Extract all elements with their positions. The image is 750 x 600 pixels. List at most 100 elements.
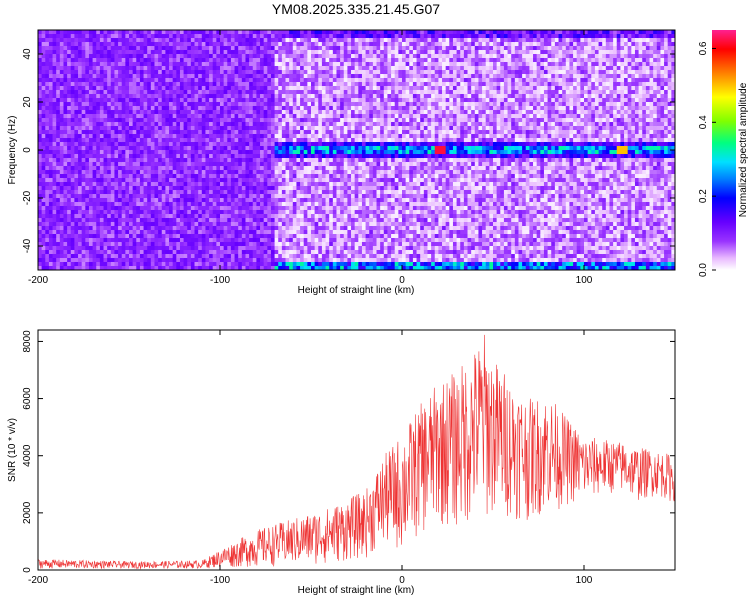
spectrogram-cell	[285, 46, 290, 51]
spectrogram-cell	[176, 46, 181, 51]
spectrogram-cell	[249, 106, 254, 111]
spectrogram-cell	[303, 182, 308, 187]
spectrogram-cell	[96, 170, 101, 175]
spectrogram-cell	[45, 250, 50, 255]
spectrogram-cell	[85, 246, 90, 251]
spectrogram-cell	[278, 178, 283, 183]
spectrogram-cell	[121, 106, 126, 111]
spectrogram-cell	[161, 82, 166, 87]
spectrogram-cell	[172, 146, 177, 151]
spectrogram-cell	[154, 134, 159, 139]
spectrogram-cell	[267, 210, 272, 215]
spectrogram-cell	[260, 226, 265, 231]
spectrogram-cell	[187, 198, 192, 203]
spectrogram-cell	[48, 262, 53, 267]
spectrogram-cell	[63, 194, 68, 199]
spectrogram-cell	[260, 266, 265, 271]
spectrogram-cell	[274, 58, 279, 63]
spectrogram-cell	[165, 102, 170, 107]
spectrogram-cell	[172, 70, 177, 75]
spectrogram-cell	[110, 118, 115, 123]
spectrogram-cell	[252, 266, 257, 271]
spectrogram-cell	[48, 242, 53, 247]
spectrogram-cell	[292, 146, 297, 151]
spectrogram-cell	[114, 170, 119, 175]
spectrogram-cell	[311, 166, 316, 171]
spectrogram-cell	[300, 266, 305, 271]
spectrogram-cell	[256, 142, 261, 147]
spectrogram-cell	[292, 242, 297, 247]
spectrogram-cell	[176, 170, 181, 175]
spectrogram-cell	[121, 154, 126, 159]
spectrogram-cell	[176, 174, 181, 179]
spectrogram-cell	[307, 182, 312, 187]
spectrogram-cell	[205, 182, 210, 187]
spectrogram-cell	[169, 226, 174, 231]
spectrogram-cell	[260, 254, 265, 259]
spectrogram-cell	[274, 82, 279, 87]
spectrogram-cell	[274, 242, 279, 247]
spectrogram-cell	[300, 194, 305, 199]
spectrogram-cell	[121, 214, 126, 219]
spectrogram-cell	[194, 118, 199, 123]
spectrogram-cell	[41, 146, 46, 151]
spectrogram-cell	[59, 94, 64, 99]
spectrogram-cell	[332, 106, 337, 111]
spectrogram-cell	[165, 46, 170, 51]
spectrogram-cell	[198, 58, 203, 63]
spectrogram-cell	[41, 54, 46, 59]
spectrogram-cell	[190, 242, 195, 247]
spectrogram-cell	[260, 246, 265, 251]
spectrogram-cell	[139, 222, 144, 227]
spectrogram-cell	[303, 210, 308, 215]
spectrogram-cell	[205, 254, 210, 259]
spectrogram-cell	[252, 42, 257, 47]
spectrogram-cell	[70, 42, 75, 47]
spectrogram-cell	[70, 166, 75, 171]
spectrogram-cell	[241, 250, 246, 255]
spectrogram-cell	[325, 154, 330, 159]
spectrogram-cell	[249, 134, 254, 139]
spectrogram-cell	[99, 266, 104, 271]
spectrogram-cell	[314, 218, 319, 223]
spectrogram-cell	[150, 198, 155, 203]
spectrogram-cell	[256, 130, 261, 135]
spectrogram-cell	[238, 110, 243, 115]
spectrogram-cell	[190, 106, 195, 111]
spectrogram-cell	[300, 54, 305, 59]
spectrogram-cell	[56, 234, 61, 239]
spectrogram-cell	[205, 138, 210, 143]
spectrogram-cell	[216, 186, 221, 191]
spectrogram-cell	[303, 122, 308, 127]
spectrogram-cell	[147, 234, 152, 239]
spectrogram-cell	[56, 34, 61, 39]
spectrogram-cell	[38, 246, 43, 251]
spectrogram-cell	[307, 194, 312, 199]
spectrogram-cell	[249, 46, 254, 51]
spectrogram-cell	[209, 210, 214, 215]
spectrogram-cell	[292, 262, 297, 267]
spectrogram-cell	[110, 42, 115, 47]
spectrogram-cell	[318, 186, 323, 191]
spectrogram-cell	[114, 158, 119, 163]
spectrogram-cell	[121, 182, 126, 187]
spectrogram-cell	[136, 122, 141, 127]
spectrogram-cell	[125, 162, 130, 167]
spectrogram-cell	[234, 262, 239, 267]
spectrogram-cell	[336, 246, 341, 251]
spectrogram-cell	[92, 258, 97, 263]
spectrogram-cell	[252, 162, 257, 167]
spectrogram-cell	[85, 238, 90, 243]
spectrogram-cell	[63, 230, 68, 235]
spectrogram-cell	[125, 122, 130, 127]
spectrogram-cell	[165, 258, 170, 263]
spectrogram-cell	[281, 182, 286, 187]
spectrogram-cell	[107, 246, 112, 251]
spectrogram-cell	[154, 82, 159, 87]
spectrogram-cell	[70, 210, 75, 215]
spectrogram-cell	[88, 90, 93, 95]
spectrogram-cell	[325, 218, 330, 223]
spectrogram-cell	[41, 218, 46, 223]
spectrogram-cell	[281, 66, 286, 71]
spectrogram-cell	[223, 98, 228, 103]
